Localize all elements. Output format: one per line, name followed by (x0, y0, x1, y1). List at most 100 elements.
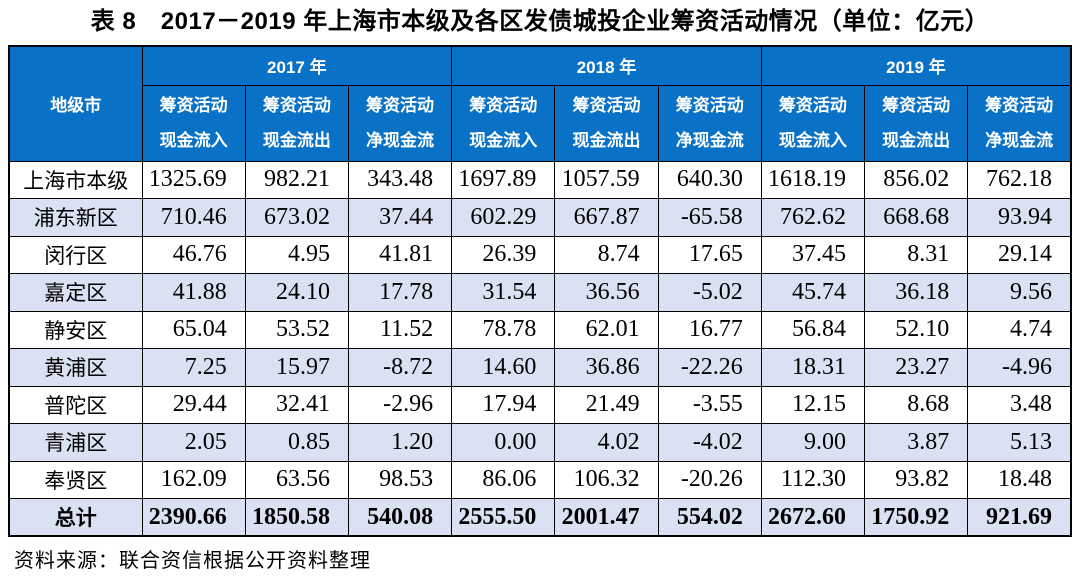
value-cell: -4.96 (967, 348, 1072, 387)
value-cell: 762.18 (967, 160, 1072, 199)
value-cell: 56.84 (760, 310, 866, 349)
value-cell: 17.65 (657, 235, 762, 274)
financing-activity-table: 地级市 2017 年 2018 年 2019 年 筹资活动 现金流入 筹资活动 现金流… (8, 45, 1072, 537)
value-cell: 1750.92 (864, 498, 969, 537)
year-group-2017: 2017 年 (141, 45, 453, 86)
value-cell: -2.96 (347, 385, 453, 424)
region-column-header: 地级市 (8, 45, 143, 162)
value-cell: -3.55 (657, 385, 762, 424)
value-cell: 5.13 (967, 423, 1072, 462)
value-cell: 856.02 (864, 160, 969, 199)
value-cell: 12.15 (760, 385, 866, 424)
value-cell: 3.87 (864, 423, 969, 462)
table-title: 表 8 2017－2019 年上海市本级及各区发债城投企业筹资活动情况（单位：亿… (90, 8, 990, 35)
value-cell: 16.77 (657, 310, 762, 349)
value-cell: 2672.60 (760, 498, 866, 537)
table-row: 普陀区 29.44 32.41 -2.96 17.94 21.49 -3.55 12.15 8.… (8, 385, 1072, 424)
region-cell: 普陀区 (8, 385, 143, 424)
value-cell: 17.94 (451, 385, 556, 424)
value-cell: 37.45 (760, 235, 866, 274)
value-cell: 1057.59 (554, 160, 659, 199)
value-cell: 37.44 (347, 198, 453, 237)
value-cell: 4.95 (244, 235, 349, 274)
table-row: 奉贤区 162.09 63.56 98.53 86.06 106.32 -20.26 112.… (8, 460, 1072, 499)
value-cell: 640.30 (657, 160, 762, 199)
table-header: 地级市 2017 年 2018 年 2019 年 筹资活动 现金流入 筹资活动 现金流… (8, 45, 1072, 162)
value-cell: 24.10 (244, 273, 349, 312)
value-cell: 1618.19 (760, 160, 866, 199)
value-cell: 1.20 (347, 423, 453, 462)
table-row: 闵行区 46.76 4.95 41.81 26.39 8.74 17.65 37.45 8.31… (8, 235, 1072, 274)
value-cell: 162.09 (141, 460, 246, 499)
value-cell: 2001.47 (554, 498, 659, 537)
value-cell: 78.78 (451, 310, 556, 349)
value-cell: 9.56 (967, 273, 1072, 312)
value-cell: 7.25 (141, 348, 246, 387)
value-cell: 41.88 (141, 273, 246, 312)
region-cell: 奉贤区 (8, 460, 143, 499)
region-cell: 青浦区 (8, 423, 143, 462)
value-cell: 45.74 (760, 273, 866, 312)
value-cell: -22.26 (657, 348, 762, 387)
column-header: 筹资活动 净现金流 (967, 84, 1072, 162)
region-cell: 闵行区 (8, 235, 143, 274)
value-cell: 554.02 (657, 498, 762, 537)
year-header-row: 地级市 2017 年 2018 年 2019 年 (8, 45, 1072, 162)
value-cell: 2.05 (141, 423, 246, 462)
value-cell: 41.81 (347, 235, 453, 274)
value-cell: 21.49 (554, 385, 659, 424)
value-cell: 14.60 (451, 348, 556, 387)
column-header: 筹资活动 净现金流 (657, 84, 762, 162)
value-cell: 11.52 (347, 310, 453, 349)
year-group-2019: 2019 年 (760, 45, 1072, 86)
value-cell: 8.68 (864, 385, 969, 424)
value-cell: 18.48 (967, 460, 1072, 499)
value-cell: 36.18 (864, 273, 969, 312)
year-group-2018: 2018 年 (451, 45, 762, 86)
value-cell: 1697.89 (451, 160, 556, 199)
value-cell: 36.56 (554, 273, 659, 312)
value-cell: 106.32 (554, 460, 659, 499)
column-header: 筹资活动 现金流出 (244, 84, 349, 162)
region-cell: 浦东新区 (8, 198, 143, 237)
value-cell: 921.69 (967, 498, 1072, 537)
table-row: 黄浦区 7.25 15.97 -8.72 14.60 36.86 -22.26 18.31 23… (8, 348, 1072, 387)
value-cell: 982.21 (244, 160, 349, 199)
value-cell: 86.06 (451, 460, 556, 499)
column-header: 筹资活动 现金流入 (451, 84, 556, 162)
value-cell: 52.10 (864, 310, 969, 349)
value-cell: 98.53 (347, 460, 453, 499)
value-cell: 0.00 (451, 423, 556, 462)
value-cell: 93.82 (864, 460, 969, 499)
table-row: 青浦区 2.05 0.85 1.20 0.00 4.02 -4.02 9.00 3.87 5.13 (8, 423, 1072, 462)
value-cell: -8.72 (347, 348, 453, 387)
region-cell: 上海市本级 (8, 160, 143, 199)
value-cell: 29.14 (967, 235, 1072, 274)
total-row: 总计 2390.66 1850.58 540.08 2555.50 2001.47 554.… (8, 498, 1072, 537)
table-row: 上海市本级 1325.69 982.21 343.48 1697.89 1057.59 64… (8, 160, 1072, 199)
value-cell: 18.31 (760, 348, 866, 387)
table-row: 浦东新区 710.46 673.02 37.44 602.29 667.87 -65.58 7… (8, 198, 1072, 237)
column-header: 筹资活动 现金流出 (864, 84, 969, 162)
value-cell: 9.00 (760, 423, 866, 462)
value-cell: 8.74 (554, 235, 659, 274)
table-row: 嘉定区 41.88 24.10 17.78 31.54 36.56 -5.02 45.74 36… (8, 273, 1072, 312)
value-cell: 1325.69 (141, 160, 246, 199)
region-cell: 总计 (8, 498, 143, 537)
value-cell: 710.46 (141, 198, 246, 237)
value-cell: -20.26 (657, 460, 762, 499)
value-cell: 46.76 (141, 235, 246, 274)
column-header: 筹资活动 净现金流 (347, 84, 453, 162)
value-cell: 762.62 (760, 198, 866, 237)
value-cell: 112.30 (760, 460, 866, 499)
value-cell: 3.48 (967, 385, 1072, 424)
value-cell: 31.54 (451, 273, 556, 312)
value-cell: 602.29 (451, 198, 556, 237)
value-cell: 63.56 (244, 460, 349, 499)
value-cell: 62.01 (554, 310, 659, 349)
table-row: 静安区 65.04 53.52 11.52 78.78 62.01 16.77 56.84 52… (8, 310, 1072, 349)
column-header: 筹资活动 现金流入 (760, 84, 866, 162)
value-cell: 2555.50 (451, 498, 556, 537)
region-cell: 黄浦区 (8, 348, 143, 387)
value-cell: 93.94 (967, 198, 1072, 237)
